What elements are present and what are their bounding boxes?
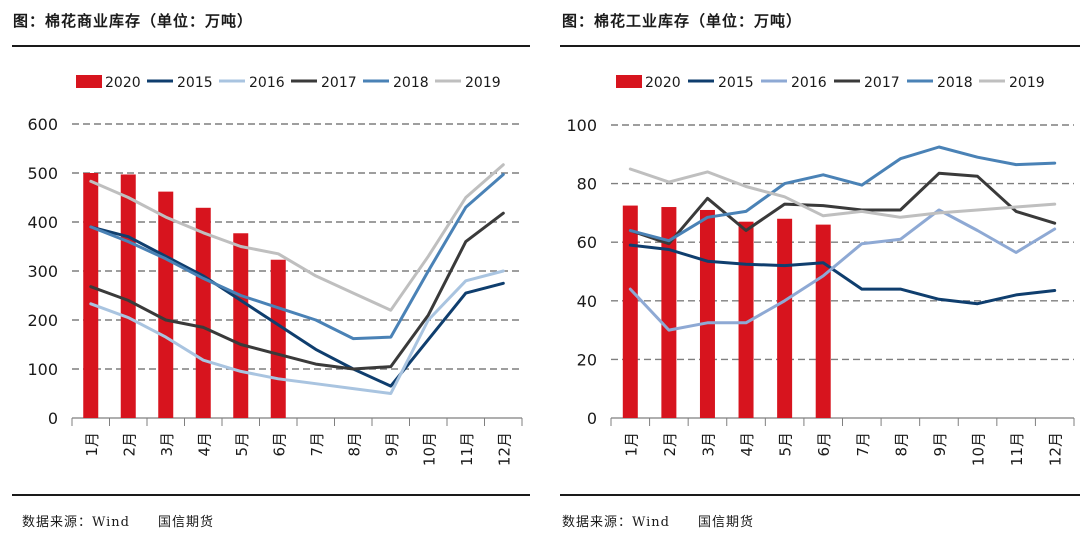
x-tick-label: 8月 bbox=[345, 432, 363, 457]
title-rule bbox=[560, 45, 1080, 47]
x-tick-label: 7月 bbox=[308, 432, 326, 457]
source-note: 数据来源：Wind 国信期货 bbox=[562, 511, 754, 530]
source-org: 国信期货 bbox=[158, 515, 215, 530]
series-line-2018 bbox=[628, 145, 1057, 243]
series-line-2016 bbox=[89, 269, 505, 395]
x-tick-label: 9月 bbox=[931, 432, 949, 457]
x-tick-label: 1月 bbox=[83, 432, 101, 457]
x-tick-label: 2月 bbox=[120, 432, 138, 457]
y-tick-label: 300 bbox=[27, 262, 58, 281]
series-line-2019 bbox=[628, 167, 1057, 219]
bar-2020 bbox=[777, 218, 793, 418]
legend-label-2020: 2020 bbox=[645, 75, 681, 91]
series-line-2018 bbox=[89, 173, 505, 341]
bar-2020 bbox=[815, 224, 831, 418]
series-line-2015 bbox=[628, 243, 1057, 306]
x-tick-label: 12月 bbox=[495, 432, 513, 466]
series-line-2017 bbox=[628, 171, 1057, 246]
x-tick-label: 4月 bbox=[195, 432, 213, 457]
legend-label-2019: 2019 bbox=[465, 75, 501, 91]
legend-label-2019: 2019 bbox=[1009, 75, 1045, 91]
legend-label-2015: 2015 bbox=[718, 75, 754, 91]
y-tick-label: 100 bbox=[566, 116, 597, 135]
x-tick-label: 7月 bbox=[854, 432, 872, 457]
source-label: 数据来源：Wind bbox=[22, 515, 130, 530]
x-tick-label: 8月 bbox=[892, 432, 910, 457]
legend-swatch-2020 bbox=[616, 75, 642, 88]
y-tick-label: 20 bbox=[577, 350, 597, 369]
x-tick-label: 10月 bbox=[970, 432, 988, 466]
bottom-rule bbox=[12, 494, 530, 496]
bar-2020 bbox=[270, 259, 286, 418]
x-tick-label: 12月 bbox=[1047, 432, 1065, 466]
x-tick-label: 9月 bbox=[383, 432, 401, 457]
bar-2020 bbox=[661, 207, 677, 418]
x-tick-label: 3月 bbox=[699, 432, 717, 457]
commercial-stock-title: 图：棉花商业库存（单位：万吨） bbox=[13, 12, 254, 30]
x-tick-label: 5月 bbox=[777, 432, 795, 457]
x-tick-label: 2月 bbox=[661, 432, 679, 457]
x-tick-label: 4月 bbox=[738, 432, 756, 457]
x-tick-label: 11月 bbox=[458, 432, 476, 466]
bar-2020 bbox=[120, 174, 136, 418]
bar-2020 bbox=[83, 173, 99, 418]
x-tick-label: 6月 bbox=[815, 432, 833, 457]
bar-2020 bbox=[738, 221, 754, 418]
legend-label-2015: 2015 bbox=[177, 75, 213, 91]
legend-label-2017: 2017 bbox=[864, 75, 900, 91]
industrial-stock-panel: 图：棉花工业库存（单位：万吨） 0 20 40 60 80 100 1月 2月 3月 4月 5月 6月… bbox=[540, 0, 1080, 542]
legend-label-2020: 2020 bbox=[105, 75, 141, 91]
y-tick-label: 40 bbox=[577, 292, 597, 311]
y-tick-label: 600 bbox=[27, 115, 58, 134]
legend-label-2018: 2018 bbox=[937, 75, 973, 91]
x-tick-label: 10月 bbox=[420, 432, 438, 466]
bar-2020 bbox=[699, 209, 715, 418]
title-rule bbox=[12, 45, 530, 47]
x-tick-label: 5月 bbox=[233, 432, 251, 457]
y-tick-label: 0 bbox=[48, 409, 58, 428]
y-tick-label: 0 bbox=[587, 409, 597, 428]
y-tick-label: 100 bbox=[27, 360, 58, 379]
legend-label-2017: 2017 bbox=[321, 75, 357, 91]
y-tick-label: 80 bbox=[577, 175, 597, 194]
bottom-rule bbox=[560, 494, 1080, 496]
y-tick-label: 200 bbox=[27, 311, 58, 330]
bar-2020 bbox=[195, 207, 211, 418]
commercial-stock-chart: 0 100 200 300 400 500 600 1月 2月 3月 4月 5月 6月 7月 8月 9月 10月… bbox=[27, 75, 523, 466]
source-org: 国信期货 bbox=[698, 515, 755, 530]
x-tick-label: 3月 bbox=[158, 432, 176, 457]
series-line-2019 bbox=[89, 163, 505, 312]
series-line-2016 bbox=[628, 208, 1057, 332]
industrial-stock-chart: 0 20 40 60 80 100 1月 2月 3月 4月 5月 6月 7月 8月 9月 10月 11月 12月 2… bbox=[566, 75, 1075, 466]
legend-label-2018: 2018 bbox=[393, 75, 429, 91]
legend-swatch-2020 bbox=[76, 75, 102, 88]
source-label: 数据来源：Wind bbox=[562, 515, 670, 530]
y-tick-label: 60 bbox=[577, 233, 597, 252]
commercial-stock-panel: 图：棉花商业库存（单位：万吨） 0 100 200 300 400 500 600 1月 2月 3… bbox=[12, 12, 530, 530]
y-tick-label: 400 bbox=[27, 213, 58, 232]
series-line-2015 bbox=[89, 225, 505, 388]
bar-2020 bbox=[622, 205, 638, 418]
industrial-stock-title: 图：棉花工业库存（单位：万吨） bbox=[562, 12, 803, 30]
bar-2020 bbox=[233, 233, 249, 418]
x-tick-label: 1月 bbox=[622, 432, 640, 457]
x-tick-label: 11月 bbox=[1008, 432, 1026, 466]
bar-2020 bbox=[158, 191, 174, 418]
y-tick-label: 500 bbox=[27, 164, 58, 183]
series-line-2017 bbox=[89, 211, 505, 371]
x-tick-label: 6月 bbox=[270, 432, 288, 457]
source-note: 数据来源：Wind 国信期货 bbox=[22, 511, 214, 530]
legend-label-2016: 2016 bbox=[791, 75, 827, 91]
legend-label-2016: 2016 bbox=[249, 75, 285, 91]
